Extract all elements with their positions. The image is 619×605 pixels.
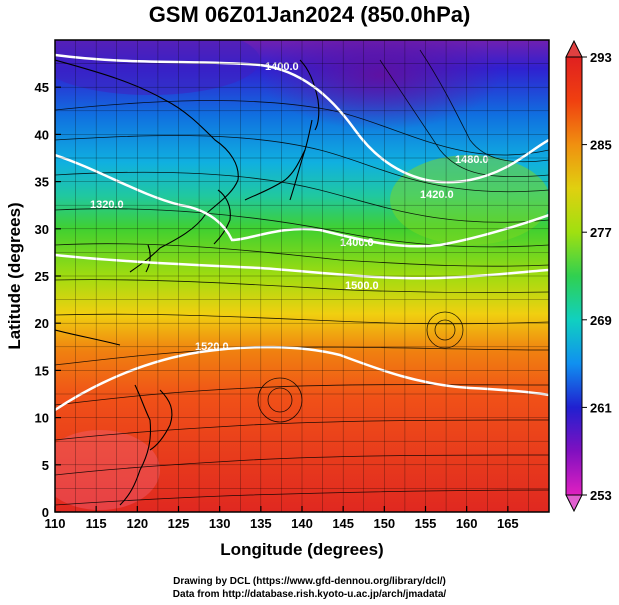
x-tick-label: 135	[250, 516, 272, 531]
height-contours	[55, 53, 549, 412]
credit-line-1: Drawing by DCL (https://www.gfd-dennou.o…	[173, 576, 446, 587]
contour-1500	[55, 253, 549, 280]
y-tick-label: 5	[42, 458, 49, 473]
colorbar-top-arrow	[565, 39, 583, 58]
x-axis-label: Longitude (degrees)	[220, 540, 383, 559]
x-tick-label: 130	[209, 516, 231, 531]
y-tick-label: 20	[35, 316, 49, 331]
japan-east	[289, 149, 306, 201]
x-tick-label: 160	[456, 516, 478, 531]
japan-main	[244, 119, 313, 201]
y-tick-label: 15	[35, 363, 49, 378]
colorbar-tick-label: 285	[590, 138, 612, 153]
x-tick-label: 165	[497, 516, 519, 531]
contour-label: 1400.0	[340, 237, 374, 249]
y-tick-label: 10	[35, 411, 49, 426]
gridlines	[54, 39, 550, 513]
x-axis-ticks: 110 115 120 125 130 135 140 145 150 155 160 165	[45, 506, 519, 531]
x-tick-label: 120	[126, 516, 148, 531]
colorbar-tick-label: 277	[590, 225, 612, 240]
colorbar-tick-label: 253	[590, 488, 612, 503]
coastlines	[55, 59, 320, 506]
y-axis-label: Latitude (degrees)	[5, 202, 24, 349]
contour-1400-north	[55, 53, 549, 184]
korea-peninsula	[213, 189, 231, 245]
china-korea-coast	[55, 59, 239, 273]
x-tick-label: 140	[291, 516, 313, 531]
philippines-east	[149, 389, 173, 451]
y-tick-label: 45	[35, 80, 49, 95]
y-tick-label: 25	[35, 269, 49, 284]
y-tick-label: 35	[35, 175, 49, 190]
contour-label: 1480.0	[455, 154, 489, 166]
colorbar-tick-label: 261	[590, 400, 612, 415]
x-tick-label: 150	[373, 516, 395, 531]
contour-1420	[55, 153, 549, 248]
contour-label: 1500.0	[345, 280, 379, 292]
south-china-coast	[55, 329, 121, 346]
colorbar-bottom-arrow	[565, 494, 583, 513]
colorbar-ticks: 253 261 269 277 285 293	[582, 50, 612, 503]
y-axis-ticks: 0 5 10 15 20 25 30 35 40 45	[35, 80, 61, 520]
credit-line-2: Data from http://database.rish.kyoto-u.a…	[172, 589, 447, 600]
colorbar-tick-label: 293	[590, 50, 612, 65]
y-tick-label: 30	[35, 222, 49, 237]
y-tick-label: 40	[35, 127, 49, 142]
x-tick-label: 110	[45, 516, 66, 531]
colorbar: 253 261 269 277 285 293	[565, 39, 612, 513]
x-tick-label: 115	[86, 516, 107, 531]
y-tick-label: 0	[42, 505, 49, 520]
contour-label: 1420.0	[420, 189, 454, 201]
colorbar-tick-label: 269	[590, 313, 612, 328]
contour-label: 1400.0	[265, 61, 299, 73]
figure: 1400.0 1320.0 1480.0 1420.0 1400.0 1500.…	[5, 39, 612, 559]
x-tick-label: 145	[332, 516, 354, 531]
colorbar-body	[565, 56, 583, 496]
x-tick-label: 155	[415, 516, 437, 531]
taiwan	[145, 244, 151, 273]
x-tick-label: 125	[168, 516, 190, 531]
map-figure: 1400.0 1320.0 1480.0 1420.0 1400.0 1500.…	[5, 39, 612, 559]
philippines	[119, 384, 152, 506]
map-title: GSM 06Z01Jan2024 (850.0hPa)	[148, 2, 471, 27]
sakhalin	[299, 59, 320, 131]
contour-1520	[55, 345, 549, 412]
